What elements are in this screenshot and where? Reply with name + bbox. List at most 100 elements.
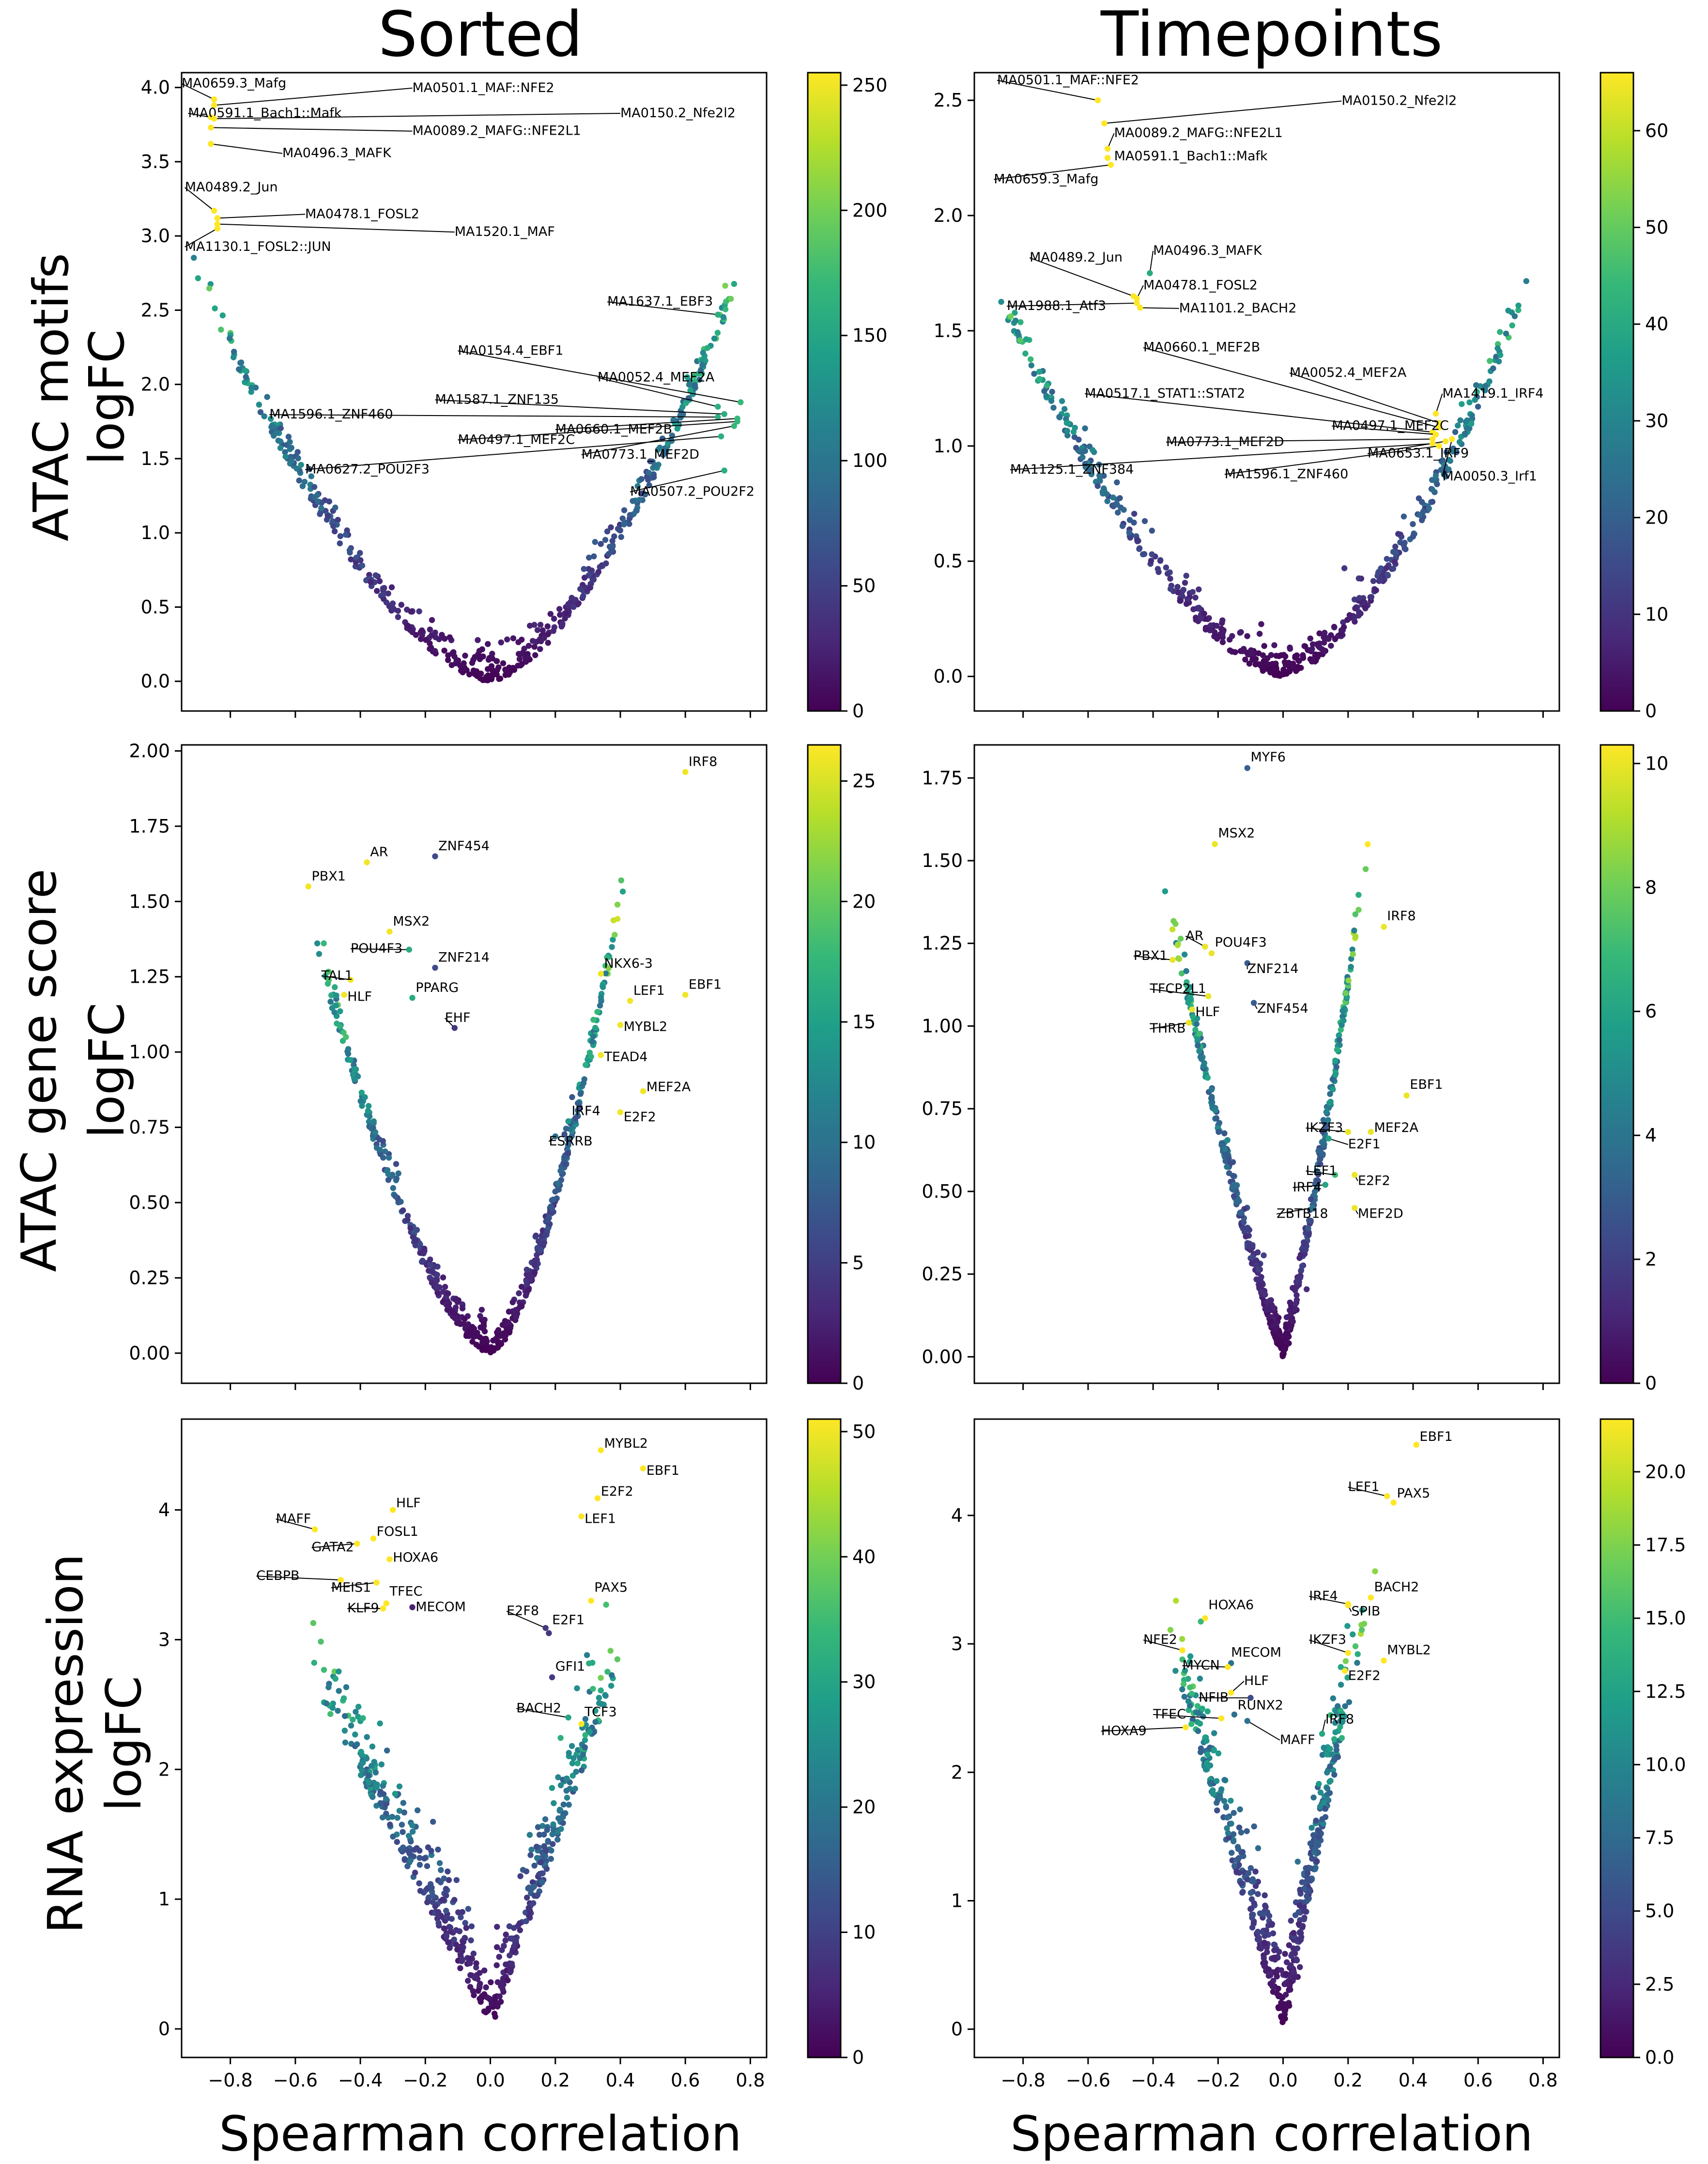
data-point xyxy=(1316,1781,1322,1787)
data-point xyxy=(400,1829,406,1835)
data-point xyxy=(1258,621,1264,627)
data-point xyxy=(477,1313,483,1319)
data-point xyxy=(383,1800,390,1807)
data-point xyxy=(441,1925,448,1932)
point-label: LEF1 xyxy=(633,983,665,998)
point-label: MA0496.3_MAFK xyxy=(1153,243,1262,258)
data-point xyxy=(621,521,627,528)
data-point xyxy=(348,1722,354,1729)
data-point xyxy=(380,1155,386,1161)
data-point xyxy=(468,1923,475,1930)
data-point xyxy=(1327,1712,1334,1718)
labeled-data-point xyxy=(721,411,727,417)
data-point xyxy=(1323,1751,1330,1758)
data-point xyxy=(1236,1824,1243,1831)
data-point xyxy=(1077,448,1083,455)
data-point xyxy=(477,675,483,681)
y-tick-label: 2.0 xyxy=(934,205,963,226)
data-point xyxy=(1214,635,1220,642)
data-point xyxy=(544,1827,550,1833)
annotation-leader-line xyxy=(217,214,306,219)
data-point xyxy=(1238,1829,1245,1836)
labeled-data-point xyxy=(1231,1711,1238,1718)
data-point xyxy=(591,553,597,559)
data-point xyxy=(523,1868,530,1874)
data-point xyxy=(1305,1878,1311,1884)
data-point xyxy=(1079,454,1086,461)
data-point xyxy=(1373,587,1379,593)
data-point xyxy=(337,533,344,540)
data-point xyxy=(1451,448,1457,454)
data-point xyxy=(1349,946,1355,953)
y-tick-label: 2.0 xyxy=(141,374,170,395)
data-point xyxy=(538,1859,544,1866)
data-point xyxy=(1239,1889,1246,1896)
y-tick-label: 2.5 xyxy=(934,90,963,111)
data-point xyxy=(1218,1786,1225,1793)
data-point xyxy=(1352,605,1358,612)
data-point xyxy=(1062,406,1068,412)
data-point xyxy=(433,1277,440,1283)
panels-group: MA0659.3_Mafg MA0501.1_MAF::NFE2MA0591.1_… xyxy=(129,72,1686,2091)
data-point xyxy=(1310,1794,1317,1801)
labeled-data-point xyxy=(565,1714,571,1721)
data-point xyxy=(1041,388,1047,394)
data-point xyxy=(1257,1283,1263,1290)
labeled-data-point xyxy=(211,102,217,108)
data-point xyxy=(493,1962,500,1968)
data-point xyxy=(236,366,242,372)
annotation-leader-line xyxy=(506,1610,546,1629)
labeled-data-point xyxy=(1352,1205,1358,1211)
labeled-data-point xyxy=(432,964,438,971)
data-point xyxy=(1314,1858,1320,1865)
data-point xyxy=(1258,1288,1264,1295)
data-point xyxy=(1325,1117,1331,1123)
data-point xyxy=(268,424,275,430)
data-point xyxy=(686,381,692,388)
data-point xyxy=(510,635,517,642)
data-point xyxy=(378,1761,385,1768)
labeled-data-point xyxy=(578,1513,585,1520)
data-point xyxy=(560,1820,566,1826)
data-point xyxy=(395,1170,401,1176)
data-point xyxy=(1505,308,1511,314)
data-point xyxy=(1443,473,1449,479)
data-point xyxy=(435,1912,442,1918)
labeled-data-point xyxy=(1189,1006,1195,1013)
data-point xyxy=(1283,1324,1289,1330)
data-point xyxy=(417,1887,424,1894)
data-point xyxy=(1196,586,1202,593)
data-point xyxy=(519,661,525,667)
data-point xyxy=(467,1984,474,1990)
point-label: MA1520.1_MAF xyxy=(455,224,555,239)
data-point xyxy=(501,1943,507,1949)
data-point xyxy=(547,611,554,617)
data-point xyxy=(1260,663,1266,669)
data-point xyxy=(478,1307,485,1313)
data-point xyxy=(1497,352,1504,358)
data-point xyxy=(1126,529,1132,536)
data-point xyxy=(1205,1762,1211,1769)
point-label: IKZF3 xyxy=(1306,1120,1343,1135)
data-point xyxy=(1217,1794,1223,1801)
colorbar-gradient xyxy=(1600,1418,1634,2058)
data-point xyxy=(604,954,610,961)
point-label: KLF9 xyxy=(347,1601,379,1616)
data-point xyxy=(1219,631,1225,638)
y-tick-label: 0 xyxy=(951,2019,963,2040)
data-point xyxy=(1262,1306,1269,1312)
data-point xyxy=(1283,1314,1290,1320)
data-point xyxy=(1287,1973,1293,1980)
x-axis-ticks xyxy=(230,711,751,718)
data-point xyxy=(565,602,571,608)
data-point xyxy=(583,1722,589,1728)
data-point xyxy=(1190,606,1197,613)
data-point xyxy=(354,1741,360,1747)
data-point xyxy=(462,652,468,659)
data-point xyxy=(416,1847,423,1854)
data-point xyxy=(374,587,380,594)
labeled-data-point xyxy=(409,1604,415,1610)
data-point xyxy=(1211,1747,1217,1753)
